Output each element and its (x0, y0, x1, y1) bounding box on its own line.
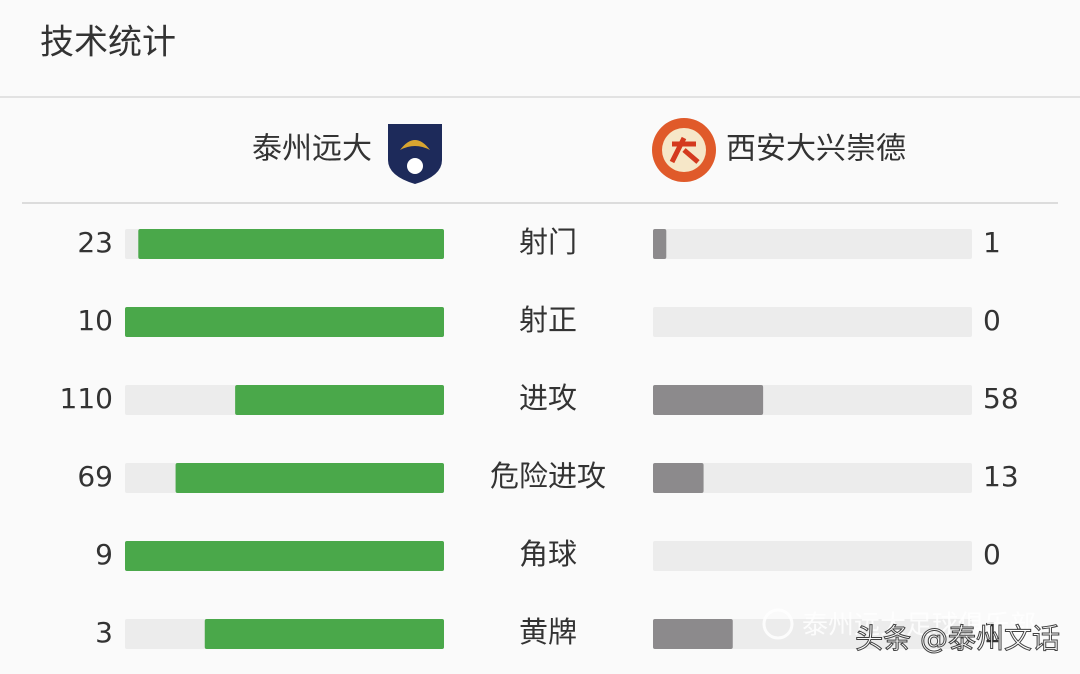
away-bar (653, 385, 764, 415)
home-bar (175, 463, 444, 493)
home-team: 泰州远大 (252, 132, 372, 167)
away-track (653, 307, 972, 337)
home-value: 3 (95, 616, 113, 649)
home-value: 23 (77, 226, 113, 259)
away-track (653, 541, 972, 571)
home-bar (125, 541, 444, 571)
home-value: 110 (60, 382, 113, 415)
away-track (653, 463, 972, 493)
away-value: 0 (983, 304, 1001, 337)
away-team: 西安大兴崇德 (726, 132, 906, 167)
away-logo (652, 118, 716, 182)
watermark-source: 头条 @泰州文话 (855, 622, 1060, 655)
home-value: 9 (95, 538, 113, 571)
home-bar (125, 307, 444, 337)
away-bar (653, 463, 704, 493)
stat-label: 进攻 (519, 381, 577, 415)
home-value: 10 (77, 304, 113, 337)
home-bar (204, 619, 444, 649)
away-value: 58 (983, 382, 1019, 415)
stat-label: 黄牌 (519, 615, 577, 649)
away-value: 13 (983, 460, 1019, 493)
away-bar (653, 619, 733, 649)
stat-label: 危险进攻 (490, 459, 606, 493)
away-bar (653, 229, 667, 259)
stat-label: 射正 (519, 303, 577, 337)
away-track (653, 229, 972, 259)
stat-label: 射门 (519, 225, 577, 259)
watermark-account: 泰州远大足球俱乐部 (802, 611, 1036, 641)
home-bar (138, 229, 444, 259)
watermark: 泰州远大足球俱乐部 头条 @泰州文话 (762, 608, 1061, 656)
title: 技术统计 (40, 23, 176, 63)
away-value: 0 (983, 538, 1001, 571)
stat-label: 角球 (519, 537, 577, 571)
home-value: 69 (77, 460, 113, 493)
home-bar (235, 385, 444, 415)
home-logo (388, 124, 442, 184)
away-value: 1 (983, 226, 1001, 259)
away-value: 1 (983, 616, 1001, 649)
